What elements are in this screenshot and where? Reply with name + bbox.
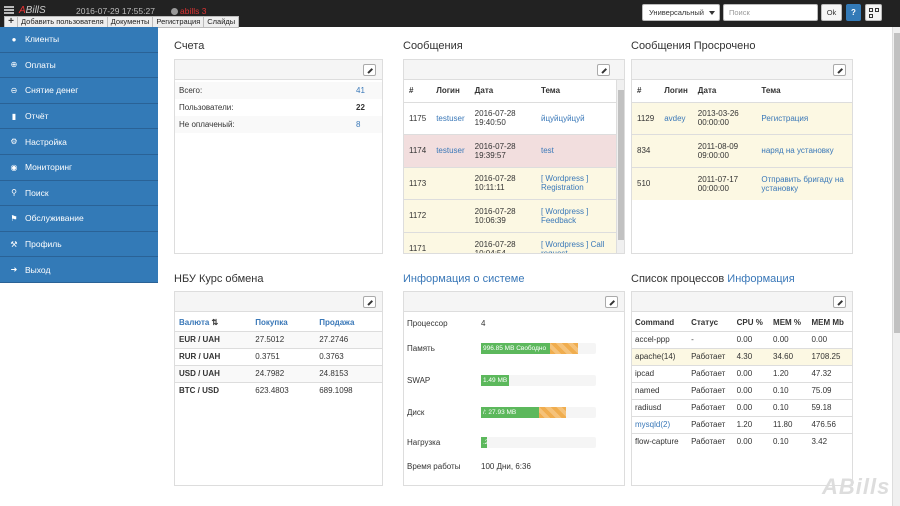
- table-row: Не оплаченый: 8: [175, 116, 382, 133]
- sidebar-item-maintenance[interactable]: ⚑ Обслуживание: [0, 206, 158, 232]
- datetime: 2016-07-29 17:55:27: [76, 6, 155, 16]
- quick-slides[interactable]: Слайды: [207, 17, 236, 26]
- disk-bar: /: 27.93 MB: [481, 406, 596, 418]
- sidebar-item-profile[interactable]: ⚒ Профиль: [0, 231, 158, 258]
- quick-registration[interactable]: Регистрация: [153, 17, 205, 27]
- memory-bar: 996.85 MB Свободно: [481, 342, 596, 354]
- table-row: Всего: 41: [175, 82, 382, 99]
- table-row[interactable]: 834 2011-08-09 09:00:00 наряд на установку: [632, 134, 852, 167]
- table-row[interactable]: 510 2011-07-17 00:00:00 Отправить бригаду …: [632, 166, 852, 200]
- search-icon: ⚲: [11, 188, 17, 198]
- sidebar-item-search[interactable]: ⚲ Поиск: [0, 180, 158, 207]
- currency-title: НБУ Курс обмена: [174, 273, 264, 285]
- sysinfo-panel: Процессор 4 Память 996.85 MB Свободно SWAP…: [403, 291, 625, 486]
- minus-circle-icon: ⊖: [10, 85, 18, 95]
- table-row: apache(14) Работает 4.30 34.60 1708.25: [632, 347, 852, 365]
- user-icon: ●: [11, 34, 17, 44]
- table-row: USD / UAH 24.7982 24.8153: [175, 364, 382, 382]
- search-type-select[interactable]: Универсальный: [642, 4, 720, 21]
- pin-icon[interactable]: [605, 296, 618, 308]
- sysinfo-title: Информация о системе: [403, 273, 525, 285]
- messages-scrollbar[interactable]: [616, 80, 624, 253]
- table-row[interactable]: 1173 2016-07-28 10:11:11[ Wordpress ] Reg…: [404, 166, 618, 200]
- pin-icon[interactable]: [833, 64, 846, 76]
- quick-documents[interactable]: Документы: [108, 17, 154, 27]
- exit-icon: ➜: [10, 265, 18, 275]
- logo[interactable]: ABillS: [19, 5, 46, 16]
- messages-panel: # Логин Дата Тема 1175 testuser 2016-07-28 19…: [403, 59, 625, 254]
- accounts-title: Счета: [174, 40, 205, 52]
- eye-icon: ◉: [10, 162, 18, 172]
- table-row[interactable]: 1129 avdey 2013-03-26 00:00:00 Регистрация: [632, 101, 852, 135]
- table-row: mysqld(2) Работает 1.20 11.80 476.56: [632, 415, 852, 433]
- processes-title: Список процессов Информация: [631, 273, 795, 285]
- swap-bar: 1.49 MB: [481, 374, 596, 386]
- sort-icon[interactable]: ⇅: [211, 317, 219, 327]
- table-row: EUR / UAH 27.5012 27.2746: [175, 330, 382, 348]
- menu-icon[interactable]: [4, 6, 14, 14]
- pin-icon[interactable]: [363, 64, 376, 76]
- sidebar-item-settings[interactable]: ⚙ Настройка: [0, 129, 158, 155]
- processes-panel: Command Статус CPU % MEM % MEM Mb accel-ppp -…: [631, 291, 853, 486]
- flag-icon: ⚑: [10, 213, 18, 223]
- messages-title[interactable]: Сообщения: [403, 40, 463, 52]
- sidebar-item-payments[interactable]: ⊕ Оплаты: [0, 52, 158, 79]
- sidebar-item-withdraw[interactable]: ⊖ Снятие денег: [0, 78, 158, 104]
- search-input[interactable]: Поиск: [723, 4, 818, 21]
- pin-icon[interactable]: [833, 296, 846, 308]
- plus-icon[interactable]: +: [5, 17, 18, 27]
- table-row[interactable]: 1174 testuser 2016-07-28 19:39:57 test: [404, 134, 618, 167]
- accounts-panel: Всего: 41 Пользователи: 22 Не оплаченый: 8: [174, 59, 383, 254]
- wrench-icon: ⚒: [10, 239, 18, 249]
- table-row: RUR / UAH 0.3751 0.3763: [175, 347, 382, 365]
- overdue-panel: # Логин Дата Тема 1129 avdey 2013-03-26 00:00…: [631, 59, 853, 254]
- quick-add-user[interactable]: Добавить пользователя: [18, 17, 108, 27]
- user-icon: [171, 8, 178, 15]
- table-row: flow-capture Работает 0.00 0.10 3.42: [632, 432, 852, 450]
- load-bar: .25: [481, 436, 596, 448]
- page-scrollbar[interactable]: [892, 27, 900, 506]
- currency-panel: Валюта ⇅ Покупка Продажа EUR / UAH 27.501…: [174, 291, 383, 486]
- sidebar: ● Клиенты ⊕ Оплаты ⊖ Снятие денег ▮ Отчёт ⚙ Н…: [0, 27, 158, 283]
- help-button[interactable]: ?: [846, 4, 861, 21]
- table-row: Пользователи: 22: [179, 103, 365, 112]
- search-ok-button[interactable]: Ok: [821, 4, 842, 21]
- report-icon: ▮: [11, 111, 17, 121]
- table-row: named Работает 0.00 0.10 75.09: [632, 381, 852, 399]
- qr-code-button[interactable]: [865, 4, 882, 21]
- sidebar-item-clients[interactable]: ● Клиенты: [0, 27, 158, 53]
- table-row[interactable]: 1172 2016-07-28 10:06:39[ Wordpress ] Fee…: [404, 199, 618, 232]
- table-row: radiusd Работает 0.00 0.10 59.18: [632, 398, 852, 416]
- table-row[interactable]: 1175 testuser 2016-07-28 19:40:50 йцуйцуйцу…: [404, 101, 618, 135]
- table-row: BTC / USD 623.4803 689.1098: [175, 381, 382, 399]
- sidebar-item-monitoring[interactable]: ◉ Мониторинг: [0, 154, 158, 181]
- table-row[interactable]: 1171 2016-07-28 10:04:54[ Wordpress ] Cal…: [404, 231, 618, 253]
- pin-icon[interactable]: [363, 296, 376, 308]
- sidebar-item-exit[interactable]: ➜ Выход: [0, 257, 158, 283]
- table-row: accel-ppp -0.00 0.00 0.00: [632, 330, 852, 348]
- plus-circle-icon: ⊕: [10, 60, 18, 70]
- sidebar-item-report[interactable]: ▮ Отчёт: [0, 103, 158, 130]
- caret-down-icon: [709, 11, 715, 15]
- overdue-title[interactable]: Сообщения Просрочено: [631, 40, 756, 52]
- gear-icon: ⚙: [10, 137, 18, 147]
- admin-user[interactable]: abills 3: [171, 6, 206, 16]
- table-row: ipcad Работает 0.00 1.20 47.32: [632, 364, 852, 382]
- watermark-logo: ABills: [822, 474, 891, 499]
- pin-icon[interactable]: [597, 64, 610, 76]
